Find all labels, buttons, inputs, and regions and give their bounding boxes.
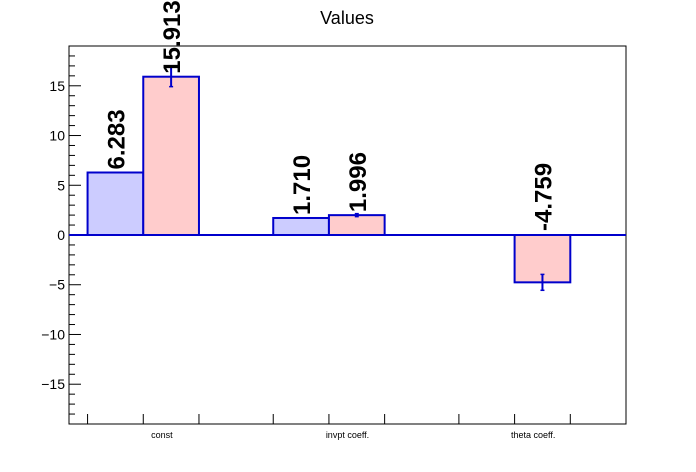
y-tick-label: −5	[49, 277, 65, 293]
y-tick-label: −10	[41, 326, 65, 342]
y-tick-label: 15	[49, 78, 65, 94]
data-label: -4.759	[530, 163, 557, 231]
x-category-label: invpt coeff.	[326, 430, 369, 440]
data-label: 15.913	[159, 0, 186, 73]
x-category-label: const	[151, 430, 173, 440]
bar	[327, 214, 386, 236]
data-label: 6.283	[103, 109, 130, 169]
bar	[142, 75, 200, 237]
chart-title: Values	[320, 8, 374, 28]
data-label: 1.996	[345, 152, 372, 212]
x-category-label: theta coeff.	[511, 430, 555, 440]
y-tick-label: −15	[41, 376, 65, 392]
y-tick-label: 0	[57, 227, 65, 243]
bar	[272, 216, 330, 237]
y-tick-label: 10	[49, 128, 65, 144]
plot-area: 15 10 5 0 −5 −10 −15 6.283 1.710 15.913 1.996 -4.75…	[41, 0, 627, 440]
bar	[86, 171, 145, 237]
y-tick-label: 5	[57, 177, 65, 193]
data-label: 1.710	[289, 155, 316, 215]
